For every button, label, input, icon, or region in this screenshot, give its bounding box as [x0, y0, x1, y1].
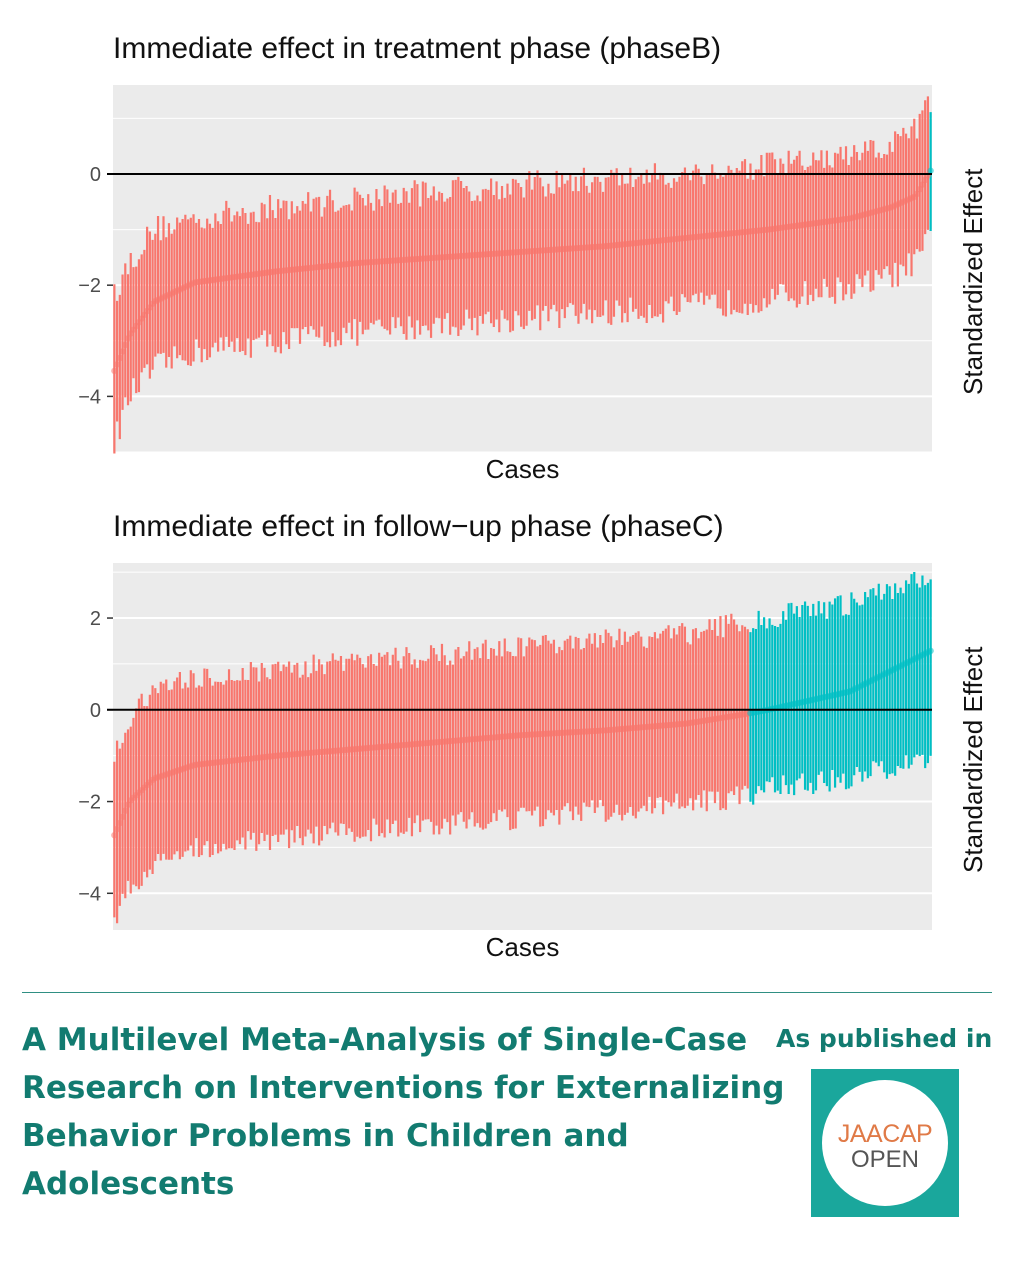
point-estimate [921, 176, 929, 184]
point-estimate [116, 819, 124, 827]
chart-1-y-axis-label: Standardized Effect [958, 168, 988, 395]
journal-logo-circle: JAACAP OPEN [822, 1080, 948, 1206]
journal-logo-name: JAACAP [837, 1120, 933, 1148]
chart-1-title: Immediate effect in treatment phase (pha… [113, 32, 722, 65]
y-tick-label: 2 [90, 608, 101, 630]
point-estimate [113, 825, 121, 833]
published-label: As published in [776, 1024, 993, 1053]
y-tick-label: −4 [78, 386, 101, 408]
point-estimate [122, 341, 129, 349]
chart-2-title: Immediate effect in follow−up phase (pha… [113, 510, 724, 543]
point-estimate [122, 807, 129, 814]
journal-logo-open: OPEN [850, 1146, 919, 1173]
y-tick-label: −2 [78, 275, 101, 297]
point-estimate [111, 367, 118, 375]
y-tick-label: 0 [90, 164, 101, 186]
chart-2-y-axis-label: Standardized Effect [958, 646, 988, 873]
plot-panel [113, 85, 932, 452]
error-bars [113, 572, 932, 924]
paper-title: A Multilevel Meta-Analysis of Single-Cas… [22, 1022, 785, 1202]
plot-panel [113, 563, 932, 930]
point-estimate [111, 831, 118, 839]
point-estimate [927, 647, 934, 655]
chart-1-plot: −4 −2 0 [78, 85, 934, 454]
point-estimate [919, 181, 926, 188]
point-estimate [124, 335, 132, 342]
chart-2-x-axis-label: Cases [485, 932, 560, 962]
footer-divider [22, 992, 992, 993]
journal-logo: JAACAP OPEN [811, 1069, 959, 1217]
chart-1-x-axis-label: Cases [485, 454, 560, 484]
point-estimates [111, 647, 934, 839]
y-tick-label: −4 [78, 883, 101, 905]
point-estimate [913, 190, 921, 198]
point-estimate [119, 348, 126, 355]
y-tick-label: −2 [78, 792, 101, 814]
point-estimate [916, 186, 923, 193]
y-tick-label: 0 [90, 700, 101, 722]
chart-2-plot: −4 −2 0 2 [78, 563, 934, 930]
point-estimate [927, 167, 934, 174]
point-estimate [119, 813, 126, 821]
point-estimates [111, 167, 934, 375]
point-estimate [113, 361, 121, 368]
point-estimate [116, 354, 124, 362]
